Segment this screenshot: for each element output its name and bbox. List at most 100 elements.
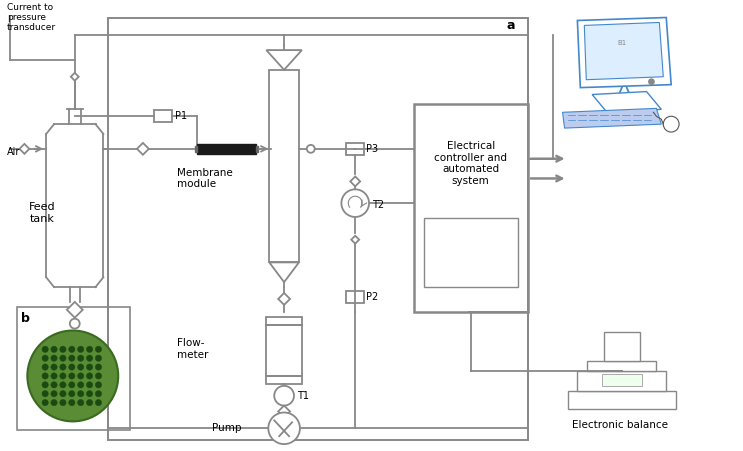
Bar [16, 307, 130, 430]
Polygon shape [67, 302, 82, 318]
Circle shape [307, 145, 315, 153]
Text: Electrical
controller and
automated
system: Electrical controller and automated syst… [434, 141, 507, 186]
Circle shape [42, 382, 48, 388]
Polygon shape [351, 236, 359, 244]
Bar [266, 317, 302, 325]
Circle shape [42, 364, 48, 370]
Circle shape [51, 346, 57, 352]
Circle shape [95, 400, 102, 406]
Circle shape [95, 382, 102, 388]
Circle shape [77, 391, 84, 397]
Circle shape [77, 364, 84, 370]
Circle shape [42, 391, 48, 397]
Circle shape [95, 364, 102, 370]
Circle shape [77, 346, 84, 352]
Text: T1: T1 [297, 391, 309, 400]
Circle shape [86, 355, 93, 361]
Circle shape [51, 373, 57, 379]
Text: Air: Air [7, 147, 20, 157]
Circle shape [86, 391, 93, 397]
Circle shape [68, 355, 75, 361]
Bar [577, 371, 666, 391]
Bar [154, 110, 172, 122]
Circle shape [77, 382, 84, 388]
Circle shape [68, 400, 75, 406]
Bar [266, 325, 302, 376]
Polygon shape [562, 108, 661, 128]
Circle shape [59, 364, 66, 370]
Circle shape [341, 189, 369, 217]
Bar [256, 146, 259, 152]
Circle shape [59, 346, 66, 352]
Polygon shape [592, 92, 661, 112]
Circle shape [86, 400, 93, 406]
Polygon shape [71, 73, 79, 81]
Circle shape [51, 355, 57, 361]
Text: Current to
pressure
transducer: Current to pressure transducer [7, 3, 56, 32]
Text: Flow-
meter: Flow- meter [178, 339, 209, 360]
Circle shape [59, 400, 66, 406]
Circle shape [51, 382, 57, 388]
Text: Electronic balance: Electronic balance [572, 420, 669, 430]
Text: Membrane
module: Membrane module [178, 168, 233, 189]
Polygon shape [266, 50, 302, 70]
Polygon shape [350, 176, 360, 186]
Circle shape [77, 373, 84, 379]
Circle shape [70, 319, 80, 329]
Circle shape [274, 386, 294, 405]
Bar [269, 70, 299, 262]
Circle shape [86, 382, 93, 388]
Bar [587, 361, 656, 371]
Polygon shape [278, 293, 290, 305]
Text: T2: T2 [372, 200, 384, 210]
Circle shape [77, 355, 84, 361]
Circle shape [649, 79, 654, 84]
Bar [346, 143, 364, 155]
Circle shape [51, 400, 57, 406]
Bar [424, 218, 518, 287]
Text: a: a [506, 19, 515, 32]
Text: P1: P1 [175, 111, 186, 121]
Circle shape [95, 355, 102, 361]
Circle shape [95, 391, 102, 397]
Circle shape [59, 373, 66, 379]
Bar [266, 376, 302, 384]
Bar [415, 104, 528, 312]
Circle shape [42, 346, 48, 352]
Bar [568, 391, 676, 409]
Circle shape [268, 413, 300, 444]
Polygon shape [137, 143, 149, 155]
Bar [346, 291, 364, 303]
Bar [108, 18, 528, 440]
Circle shape [86, 364, 93, 370]
Text: Feed
tank: Feed tank [30, 202, 56, 224]
Bar [195, 146, 197, 152]
Circle shape [68, 391, 75, 397]
Circle shape [86, 346, 93, 352]
Circle shape [59, 355, 66, 361]
Circle shape [86, 373, 93, 379]
Circle shape [77, 400, 84, 406]
Circle shape [95, 346, 102, 352]
Circle shape [68, 373, 75, 379]
Text: P2: P2 [366, 292, 378, 302]
Text: P3: P3 [366, 144, 378, 154]
Circle shape [59, 391, 66, 397]
Bar [197, 144, 256, 154]
Polygon shape [269, 262, 299, 282]
Circle shape [68, 382, 75, 388]
Circle shape [68, 346, 75, 352]
Circle shape [27, 331, 118, 421]
Bar [602, 374, 641, 386]
Text: Pump: Pump [212, 423, 241, 433]
Circle shape [95, 373, 102, 379]
Bar [604, 331, 640, 361]
Polygon shape [19, 144, 30, 154]
Circle shape [51, 364, 57, 370]
Polygon shape [577, 18, 671, 87]
Circle shape [59, 382, 66, 388]
Circle shape [68, 364, 75, 370]
Polygon shape [584, 23, 663, 80]
Circle shape [51, 391, 57, 397]
Text: B1: B1 [617, 40, 626, 46]
